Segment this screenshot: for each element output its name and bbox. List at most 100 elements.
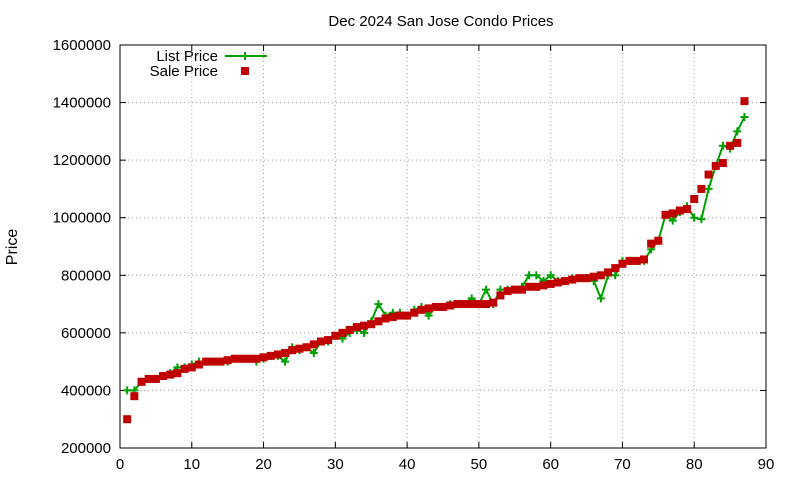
sale-price-point [718,159,727,168]
sale-price-point [517,285,526,294]
sale-price-point [360,321,369,330]
sale-price-point [123,415,132,424]
list-price-point [596,294,605,303]
sale-price-point [568,275,577,284]
sale-price-point [697,184,706,193]
sale-price-point [668,209,677,218]
sale-price-point [288,346,297,355]
sale-price-point [395,311,404,320]
list-price-point [668,216,677,225]
legend-label-sale-price: Sale Price [150,63,218,80]
list-price-point [360,328,369,337]
sale-price-point [259,353,268,362]
sale-price-point [316,337,325,346]
x-tick-label: 50 [471,456,488,473]
sale-price-point [704,170,713,179]
sale-price-point [151,374,160,383]
sale-price-point [338,328,347,337]
sale-price-point [532,282,541,291]
sale-price-point [596,271,605,280]
y-tick-label: 400000 [61,382,111,399]
sale-price-point [726,141,735,150]
sale-price-point [683,205,692,214]
sale-price-point [582,274,591,283]
legend-marker-list-price [241,52,249,60]
sale-price-point [489,298,498,307]
list-price-point [733,127,742,136]
sale-price-point [252,354,261,363]
sale-price-point [352,323,361,332]
list-price-point [374,300,383,309]
sale-price-point [281,349,290,358]
sale-price-point [381,314,390,323]
sale-price-point [187,363,196,372]
sale-price-point [367,320,376,329]
y-tick-label: 1600000 [53,37,111,54]
list-price-point [546,271,555,280]
sale-price-point [403,311,412,320]
sale-price-point [561,277,570,286]
sale-price-point [525,282,534,291]
sale-price-point [654,236,663,245]
sale-price-point [238,354,247,363]
sale-price-point [453,300,462,309]
sale-price-point [439,302,447,311]
sale-price-point [166,370,175,379]
chart-title: Dec 2024 San Jose Condo Prices [328,13,553,30]
sale-price-point [159,372,168,381]
x-tick-label: 90 [758,456,775,473]
sale-price-point [690,195,699,204]
sale-price-point [661,210,670,219]
list-price-point [704,184,713,193]
list-price-point [281,357,290,366]
sale-price-point [266,351,275,360]
legend-label-list-price: List Price [156,48,218,65]
x-tick-label: 60 [542,456,559,473]
legend-marker-sale-price [241,67,249,75]
sale-price-point [374,317,383,326]
sale-price-point [137,377,146,386]
sale-price-point [144,374,153,383]
y-tick-label: 200000 [61,440,111,457]
sale-price-point [324,336,333,345]
list-price-point [690,213,699,222]
sale-price-point [302,343,311,352]
sale-price-point [331,331,340,340]
series-layer [123,97,749,424]
sale-price-point [223,356,232,365]
x-tick-label: 80 [686,456,703,473]
sale-price-point [632,256,641,265]
x-tick-label: 0 [116,456,124,473]
sale-price-point [410,308,419,317]
list-price-point [697,215,706,224]
y-tick-label: 1000000 [53,210,111,227]
sale-price-point [733,138,742,147]
list-price-point [718,141,727,150]
y-tick-labels: 200000 400000 600000 800000 1000000 1200000 14… [53,37,111,457]
legend: List Price Sale Price [150,48,267,80]
sale-price-point [482,300,491,309]
list-price-point [532,271,541,280]
sale-price-point [194,360,203,369]
sale-price-point [460,300,469,309]
x-tick-label: 40 [399,456,416,473]
sale-price-point [496,291,505,300]
sale-price-point [230,354,239,363]
sale-price-point [273,350,282,359]
plot-frame [119,44,767,449]
sale-price-point [589,272,598,281]
sale-price-point [604,268,613,277]
sale-price-point [711,161,720,170]
list-price-point [482,285,491,294]
x-tick-label: 20 [255,456,272,473]
sale-price-point [474,300,483,309]
sale-price-point [309,340,318,349]
sale-price-point [611,264,620,273]
y-tick-label: 1200000 [53,152,111,169]
sale-price-point [618,259,627,268]
sale-price-point [424,304,433,313]
y-axis-label: Price [4,229,21,266]
list-price-point [309,349,318,358]
sale-price-point [345,325,354,334]
